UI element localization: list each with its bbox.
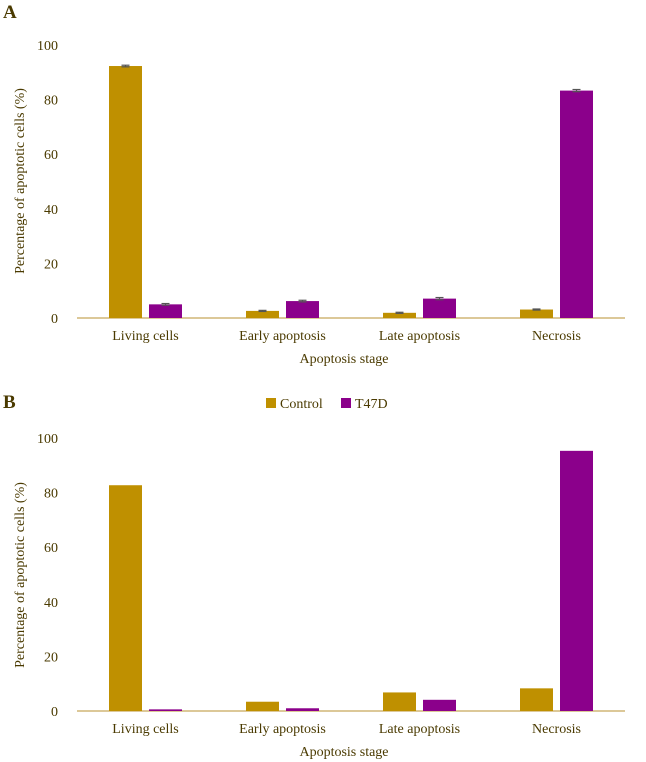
- legend: Control T47D: [266, 397, 388, 412]
- panel-b-bar-t47d: [286, 708, 319, 711]
- panel-b-bar-control: [520, 688, 553, 711]
- panel-b-bar-control: [246, 701, 279, 711]
- panel-a-bar-t47d: [286, 301, 319, 318]
- panel-a-error-bar: [435, 296, 444, 301]
- panel-a-y-tick-label: 40: [44, 203, 58, 218]
- panel-a-error-bar: [572, 88, 581, 93]
- panel-b-y-tick-label: 0: [51, 705, 58, 720]
- panel-a-bar-t47d: [149, 304, 182, 318]
- panel-b-x-axis-title: Apoptosis stage: [299, 745, 388, 760]
- panel-a-bar-t47d: [423, 298, 456, 318]
- panel-a-x-tick-label: Early apoptosis: [239, 329, 326, 344]
- panel-a-bar-control: [246, 310, 279, 318]
- panel-b-y-tick-label: 100: [37, 432, 58, 447]
- panel-a-y-tick-label: 60: [44, 148, 58, 163]
- panel-a-error-bar: [532, 308, 541, 311]
- panel-b-letter: B: [3, 392, 16, 413]
- panel-b-x-tick-label: Late apoptosis: [379, 722, 460, 737]
- panel-a-bar-t47d: [560, 90, 593, 318]
- panel-a-bar-control: [520, 309, 553, 318]
- panel-b-y-tick-label: 40: [44, 596, 58, 611]
- panel-a-error-bar: [161, 302, 170, 306]
- panel-b-y-axis-title: Percentage of apoptotic cells (%): [13, 482, 28, 668]
- panel-b-bar-t47d: [149, 709, 182, 711]
- panel-a-bar-control: [109, 66, 142, 319]
- panel-b-y-tick-label: 20: [44, 650, 58, 665]
- panel-b: B Percentage of apoptotic cells (%) Apop…: [3, 392, 625, 760]
- panel-b-bar-control: [109, 485, 142, 711]
- panel-b-x-tick-label: Necrosis: [532, 722, 581, 737]
- panel-b-y-tick-label: 60: [44, 541, 58, 556]
- panel-a-x-axis-title: Apoptosis stage: [299, 352, 388, 367]
- panel-a-x-tick-label: Necrosis: [532, 329, 581, 344]
- panel-a-error-bar: [395, 311, 404, 314]
- legend-label-control: Control: [280, 397, 323, 412]
- legend-swatch-t47d: [341, 398, 351, 408]
- panel-a-plot: 0 20 40 60 80 100 Living cells Early apoptosis L…: [37, 39, 625, 344]
- panel-b-bar-t47d: [423, 699, 456, 711]
- panel-b-bar-t47d: [560, 450, 593, 711]
- panel-a-x-tick-label: Living cells: [112, 329, 179, 344]
- panel-a-error-bar: [121, 64, 130, 68]
- panel-a-y-tick-label: 0: [51, 312, 58, 327]
- panel-a-y-tick-label: 100: [37, 39, 58, 54]
- panel-a-y-axis-title: Percentage of apoptotic cells (%): [13, 88, 28, 274]
- panel-b-x-tick-label: Early apoptosis: [239, 722, 326, 737]
- panel-b-y-tick-label: 80: [44, 487, 58, 502]
- legend-swatch-control: [266, 398, 276, 408]
- legend-label-t47d: T47D: [355, 397, 388, 412]
- panel-a: A Percentage of apoptotic cells (%) Apop…: [3, 2, 625, 367]
- panel-a-bar-control: [383, 312, 416, 318]
- panel-b-x-tick-label: Living cells: [112, 722, 179, 737]
- panel-a-letter: A: [3, 2, 17, 23]
- panel-a-error-bar: [258, 309, 267, 313]
- panel-a-x-tick-label: Late apoptosis: [379, 329, 460, 344]
- panel-a-error-bar: [298, 299, 307, 303]
- panel-a-y-tick-label: 80: [44, 94, 58, 109]
- panel-b-bar-control: [383, 692, 416, 711]
- panel-a-y-tick-label: 20: [44, 257, 58, 272]
- panel-b-plot: 0 20 40 60 80 100 Living cells Early apoptosis L…: [37, 432, 625, 737]
